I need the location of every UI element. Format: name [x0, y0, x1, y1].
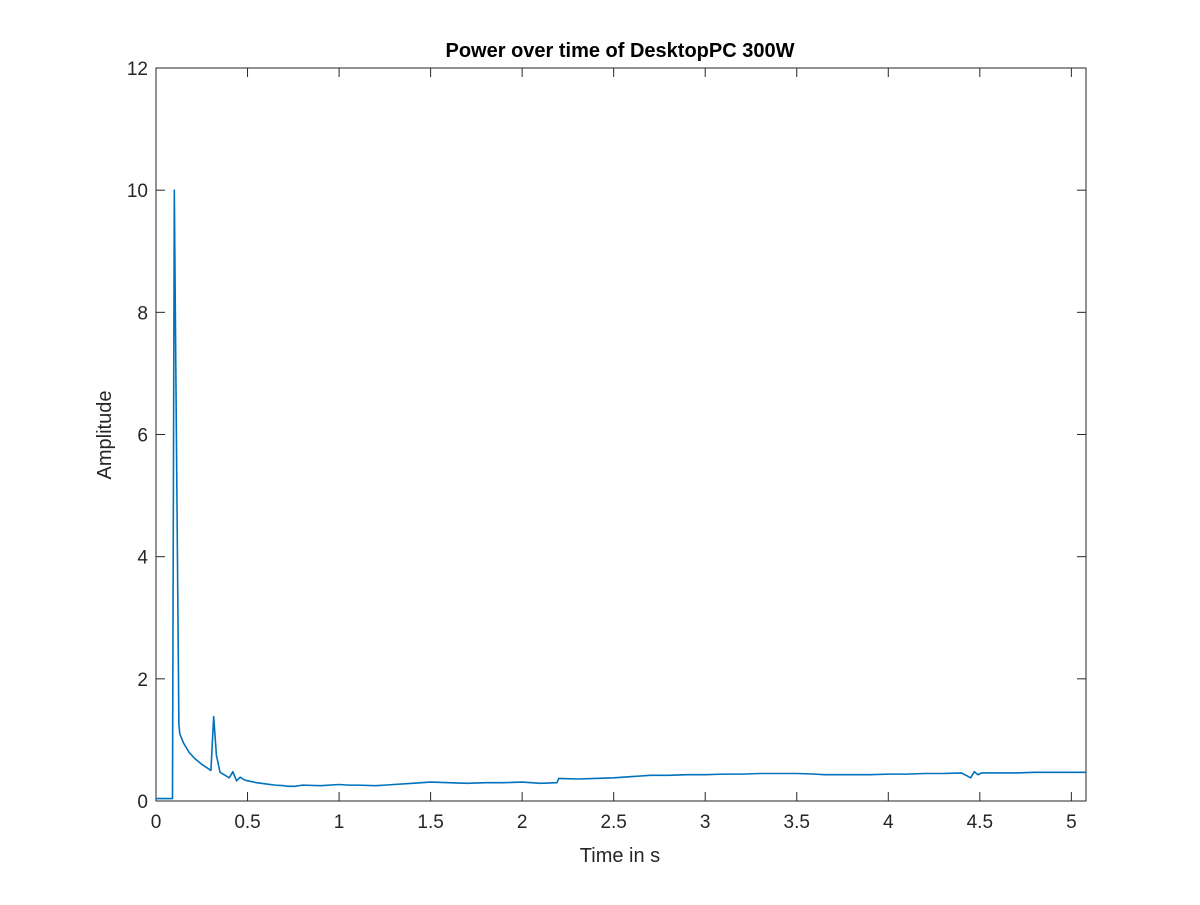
y-tick-label: 10 — [127, 181, 148, 202]
y-tick-label: 0 — [137, 792, 148, 813]
x-tick-label: 3.5 — [784, 812, 810, 833]
y-tick-label: 8 — [137, 303, 148, 324]
series-line — [156, 189, 1086, 800]
x-tick-label: 2.5 — [600, 812, 626, 833]
y-axis-label: Amplitude — [94, 391, 116, 480]
x-tick-label: 1.5 — [417, 812, 443, 833]
x-tick-label: 5 — [1066, 812, 1077, 833]
x-tick-label: 2 — [517, 812, 528, 833]
y-tick-label: 6 — [137, 426, 148, 447]
x-tick-label: 0 — [151, 812, 162, 833]
x-axis-label: Time in s — [580, 845, 660, 867]
y-tick-label: 4 — [137, 548, 148, 569]
x-tick-label: 3 — [700, 812, 711, 833]
x-tick-label: 1 — [334, 812, 345, 833]
y-tick-label: 12 — [127, 59, 148, 80]
axes-box — [155, 67, 1087, 802]
y-tick-label: 2 — [137, 670, 148, 691]
chart-title: Power over time of DesktopPC 300W — [446, 40, 795, 62]
x-tick-label: 0.5 — [234, 812, 260, 833]
x-tick-label: 4 — [883, 812, 894, 833]
x-tick-label: 4.5 — [967, 812, 993, 833]
plot-area: 0 0.5 1 1.5 2 2.5 3 3.5 4 4.5 5 0 2 4 6 8 10 12 — [127, 59, 1087, 833]
